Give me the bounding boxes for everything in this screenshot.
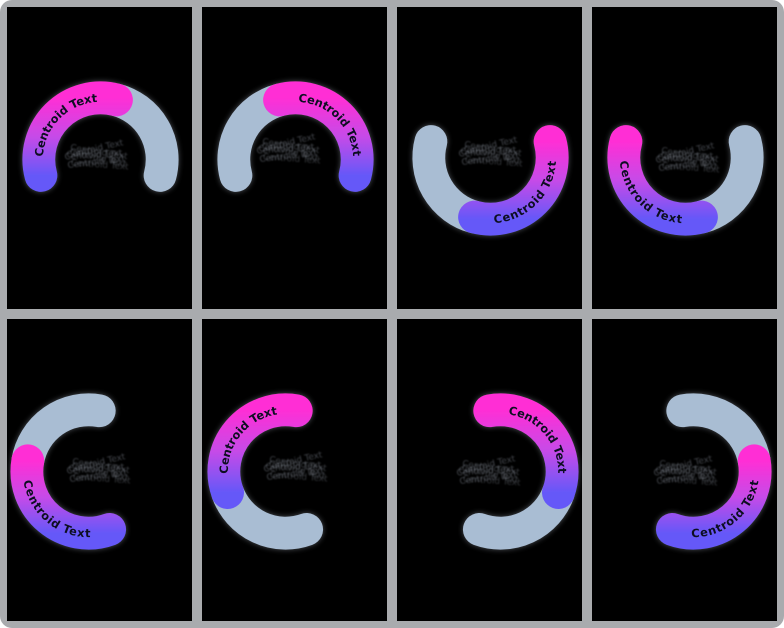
overlap-label: Centroid Text xyxy=(464,155,523,169)
arc-segment-highlight xyxy=(458,125,569,236)
overlap-label: Centroid Text xyxy=(661,161,720,175)
arc-segment-highlight xyxy=(473,393,579,509)
overlap-label: Centroid Text xyxy=(653,464,712,478)
overlap-label: Centroid Text xyxy=(269,470,328,484)
arc-segment-highlight xyxy=(263,81,374,192)
gauge-panel-7: Centroid Text Centroid Text Centroid Text C… xyxy=(397,319,582,621)
arc-segment-highlight xyxy=(22,81,133,192)
overlap-label: Centroid Text xyxy=(256,143,315,157)
overlap-label: Centroid Text xyxy=(655,151,714,165)
gauge-panel-2: Centroid Text Centroid Text Centroid Text C… xyxy=(202,7,387,309)
gauge-panel-6: Centroid Text Centroid Text Centroid Text C… xyxy=(202,319,387,621)
overlap-label: Centroid Text xyxy=(458,145,517,159)
overlap-label: Centroid Text xyxy=(263,460,322,474)
overlap-label: Centroid Text xyxy=(64,148,123,162)
arc-segment-highlight xyxy=(607,125,718,236)
overlap-label: Centroid Text xyxy=(456,464,515,478)
overlap-label: Centroid Text xyxy=(71,158,130,172)
gauge-panel-5: Centroid Text Centroid Text Centroid Text C… xyxy=(7,319,192,621)
arc-segment-highlight xyxy=(655,444,772,550)
overlap-label: Centroid Text xyxy=(72,472,131,486)
overlap-label: Centroid Text xyxy=(66,462,125,476)
gauge-panel-8: Centroid Text Centroid Text Centroid Text C… xyxy=(592,319,777,621)
overlap-label: Centroid Text xyxy=(659,474,718,488)
arc-segment-highlight xyxy=(10,444,127,550)
gauge-panel-1: Centroid Text Centroid Text Centroid Text C… xyxy=(7,7,192,309)
gauge-panel-4: Centroid Text Centroid Text Centroid Text C… xyxy=(592,7,777,309)
gauge-panel-3: Centroid Text Centroid Text Centroid Text C… xyxy=(397,7,582,309)
arc-segment-highlight xyxy=(207,393,313,509)
overlap-label: Centroid Text xyxy=(263,152,322,166)
overlap-label: Centroid Text xyxy=(462,474,521,488)
